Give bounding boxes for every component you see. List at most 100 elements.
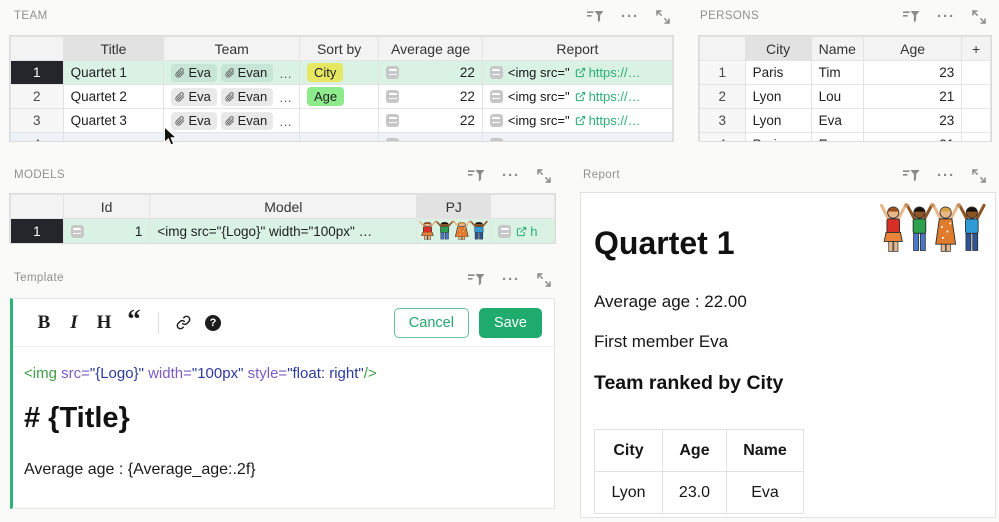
more-options-icon[interactable]: ··· — [937, 8, 955, 25]
row-number[interactable]: 4 — [10, 132, 64, 141]
sort-by-cell[interactable] — [299, 132, 380, 141]
link-button[interactable] — [168, 315, 198, 330]
id-cell[interactable]: 1 — [62, 218, 151, 243]
row-number[interactable]: 3 — [699, 108, 746, 133]
file-link[interactable]: h — [516, 224, 538, 239]
column-header-model[interactable]: Model — [149, 194, 418, 219]
row-number[interactable]: 3 — [10, 108, 64, 133]
city-cell[interactable]: Paris — [744, 132, 812, 141]
column-header-sort-by[interactable]: Sort by — [299, 36, 380, 61]
team-cell[interactable]: Eva Evan … — [163, 84, 301, 109]
more-options-icon[interactable]: ··· — [937, 167, 955, 184]
report-cell[interactable] — [481, 132, 673, 141]
team-cell[interactable]: Eva Evan … — [163, 108, 301, 133]
linked-record-chip[interactable]: Evan — [220, 111, 274, 130]
report-cell[interactable]: <img src=" https://… — [481, 84, 673, 109]
add-column-button[interactable]: + — [961, 36, 991, 61]
expand-panel-icon[interactable] — [537, 169, 551, 183]
expand-row-icon[interactable] — [70, 225, 84, 238]
name-cell[interactable]: Tim — [810, 60, 864, 85]
average-age-cell[interactable]: 22 — [378, 108, 483, 133]
sort-by-cell[interactable] — [299, 108, 380, 133]
link-cell[interactable]: h — [490, 218, 555, 243]
team-cell[interactable] — [163, 132, 301, 141]
city-cell[interactable]: Lyon — [744, 84, 812, 109]
filter-icon[interactable] — [902, 10, 920, 24]
column-header-age[interactable]: Age — [862, 36, 963, 61]
column-header-name[interactable]: Name — [810, 36, 864, 61]
average-age-cell[interactable]: 22 — [378, 60, 483, 85]
italic-button[interactable]: I — [70, 312, 78, 333]
title-cell[interactable]: Quartet 3 — [62, 108, 165, 133]
filter-icon[interactable] — [586, 10, 604, 24]
average-age-cell[interactable] — [378, 132, 483, 141]
column-header-pj[interactable]: PJ — [416, 194, 492, 219]
expand-row-icon[interactable] — [386, 90, 400, 103]
expand-row-icon[interactable] — [386, 66, 400, 79]
cancel-button[interactable]: Cancel — [393, 307, 469, 338]
pj-cell[interactable] — [416, 218, 492, 243]
name-cell[interactable]: Evan — [810, 132, 864, 141]
column-header-id[interactable]: Id — [62, 194, 151, 219]
expand-row-icon[interactable] — [489, 90, 503, 103]
team-cell[interactable]: Eva Evan … — [163, 60, 301, 85]
column-header-average-age[interactable]: Average age — [378, 36, 483, 61]
heading-button[interactable]: H — [96, 312, 112, 333]
title-cell[interactable]: Quartet 2 — [62, 84, 165, 109]
name-cell[interactable]: Eva — [810, 108, 864, 133]
expand-row-icon[interactable] — [489, 138, 503, 141]
row-number[interactable]: 2 — [10, 84, 64, 109]
model-cell[interactable]: <img src="{Logo}" width="100px" … — [149, 218, 418, 243]
linked-record-chip[interactable]: Eva — [171, 63, 217, 82]
more-options-icon[interactable]: ··· — [502, 271, 520, 288]
report-cell[interactable]: <img src=" https://… — [481, 60, 673, 85]
column-header-city[interactable]: City — [744, 36, 812, 61]
age-cell[interactable]: 23 — [862, 60, 963, 85]
bold-button[interactable]: B — [37, 312, 51, 333]
expand-panel-icon[interactable] — [656, 10, 670, 24]
expand-row-icon[interactable] — [386, 138, 400, 141]
city-cell[interactable]: Paris — [744, 60, 812, 85]
expand-row-icon[interactable] — [489, 114, 503, 127]
filter-icon[interactable] — [902, 169, 920, 183]
expand-panel-icon[interactable] — [537, 273, 551, 287]
sort-by-cell[interactable]: Age — [299, 84, 380, 109]
linked-record-chip[interactable]: Eva — [171, 111, 217, 130]
row-number[interactable]: 2 — [699, 84, 746, 109]
column-header-report[interactable]: Report — [481, 36, 673, 61]
filter-icon[interactable] — [467, 273, 485, 287]
column-header-team[interactable]: Team — [163, 36, 301, 61]
title-cell[interactable] — [62, 132, 165, 141]
sort-by-cell[interactable]: City — [299, 60, 380, 85]
filter-icon[interactable] — [467, 169, 485, 183]
column-header-title[interactable]: Title — [62, 36, 165, 61]
report-cell[interactable]: <img src=" https://… — [481, 108, 673, 133]
row-number[interactable]: 1 — [699, 60, 746, 85]
report-link[interactable]: https://… — [575, 65, 641, 80]
save-button[interactable]: Save — [478, 307, 542, 338]
name-cell[interactable]: Lou — [810, 84, 864, 109]
row-number[interactable]: 1 — [10, 218, 64, 243]
linked-record-chip[interactable]: Evan — [220, 63, 274, 82]
quote-button[interactable]: “ — [127, 304, 141, 334]
report-link[interactable]: https://… — [575, 113, 641, 128]
expand-panel-icon[interactable] — [972, 10, 986, 24]
age-cell[interactable]: 21 — [862, 132, 963, 141]
select-option-chip[interactable]: City — [307, 63, 344, 82]
expand-row-icon[interactable] — [386, 114, 400, 127]
linked-record-chip[interactable]: Eva — [171, 87, 217, 106]
column-header-cropped[interactable] — [490, 194, 555, 219]
report-link[interactable]: https://… — [575, 89, 641, 104]
select-option-chip[interactable]: Age — [307, 87, 345, 106]
age-cell[interactable]: 21 — [862, 84, 963, 109]
expand-row-icon[interactable] — [498, 225, 512, 238]
title-cell[interactable]: Quartet 1 — [62, 60, 165, 85]
average-age-cell[interactable]: 22 — [378, 84, 483, 109]
help-button[interactable]: ? — [198, 314, 228, 331]
editor-content[interactable]: <img src="{Logo}" width="100px" style="f… — [13, 365, 554, 479]
more-options-icon[interactable]: ··· — [502, 167, 520, 184]
city-cell[interactable]: Lyon — [744, 108, 812, 133]
expand-row-icon[interactable] — [489, 66, 503, 79]
expand-panel-icon[interactable] — [972, 169, 986, 183]
row-number[interactable]: 1 — [10, 60, 64, 85]
